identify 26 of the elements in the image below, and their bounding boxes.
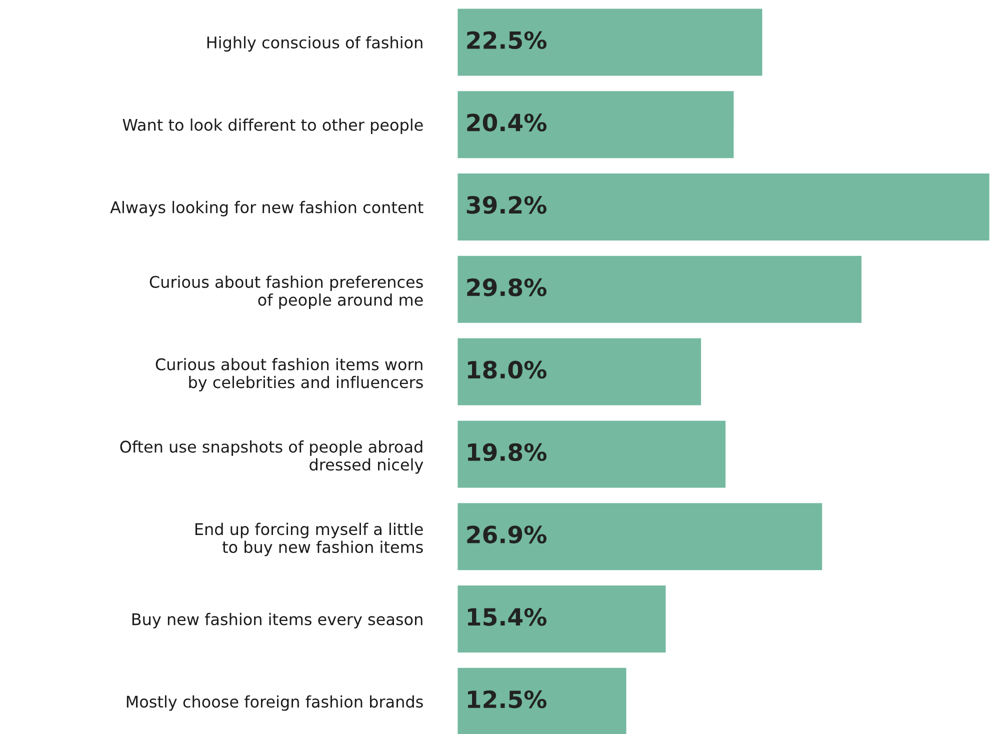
bar — [457, 172, 990, 242]
y-tick-label: Curious about fashion preferences of people around me — [150, 276, 423, 309]
data-label: 12.5% — [468, 690, 546, 708]
data-label: 39.2% — [466, 196, 546, 214]
bar — [457, 502, 824, 572]
y-tick-label: Buy new fashion items every season — [132, 612, 422, 628]
data-label: 22.5% — [467, 31, 546, 50]
y-tick-label: Want to look different to other people — [122, 118, 423, 134]
data-label: 26.9% — [467, 526, 546, 544]
y-tick-label: Often use snapshots of people abroad dressed nicely — [120, 440, 424, 474]
bar — [457, 254, 863, 324]
bar — [457, 90, 736, 160]
data-label: 19.8% — [468, 443, 546, 462]
y-tick-label: Mostly choose foreign fashion brands — [126, 695, 423, 711]
bar — [457, 336, 702, 407]
data-label: 18.0% — [468, 360, 546, 379]
y-tick-label: Highly conscious of fashion — [207, 36, 422, 52]
bar — [457, 584, 668, 654]
y-tick-label: Always looking for new fashion content — [110, 200, 424, 216]
bar — [457, 7, 764, 78]
y-tick-label: End up forcing myself a little to buy new fashion items — [195, 522, 423, 556]
data-label: 29.8% — [467, 278, 546, 296]
y-tick-label: Curious about fashion items worn by celebrities and influencers — [156, 358, 423, 392]
data-label: 15.4% — [468, 608, 546, 626]
bar — [457, 419, 727, 490]
data-label: 20.4% — [467, 114, 546, 132]
